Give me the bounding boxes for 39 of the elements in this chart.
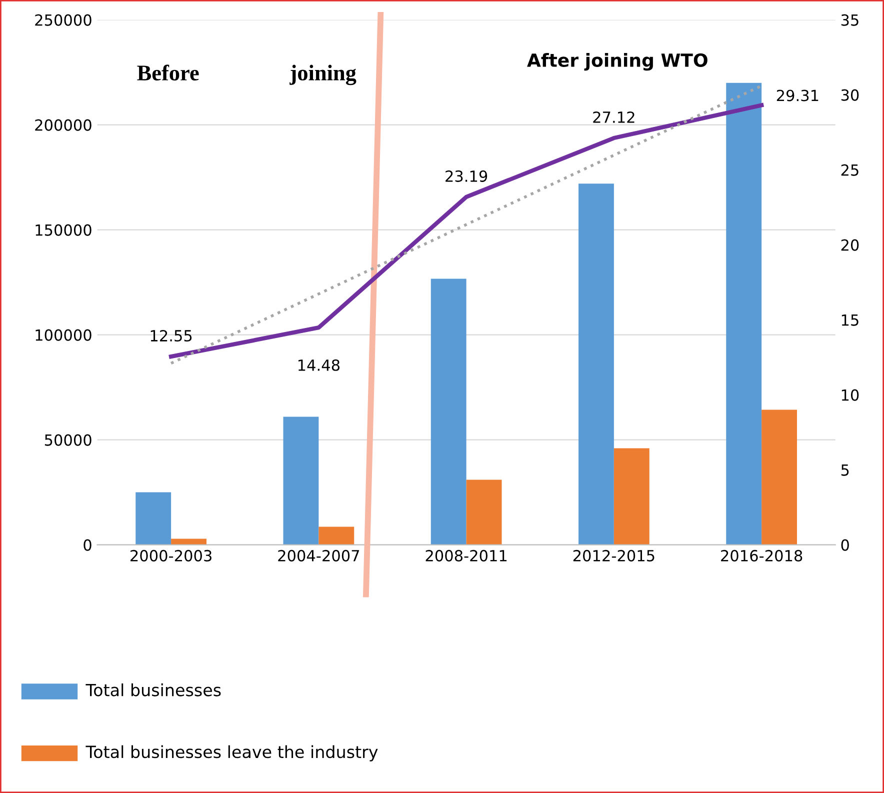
annotation: joining bbox=[290, 64, 356, 86]
x-tick-label: 2012-2015 bbox=[573, 550, 654, 562]
x-tick-label: 2008-2011 bbox=[426, 550, 507, 562]
bar bbox=[171, 538, 206, 545]
x-tick-label: 2004-2007 bbox=[278, 550, 360, 562]
legend-label: Total businesses leave the industry bbox=[86, 745, 378, 762]
y2-tick-label: 10 bbox=[842, 389, 859, 401]
bar bbox=[466, 480, 502, 545]
y2-tick-label: 15 bbox=[842, 314, 858, 326]
bar bbox=[318, 526, 354, 545]
y2-tick-label: 30 bbox=[841, 89, 859, 101]
y-tick-label: 50000 bbox=[44, 434, 92, 446]
y-tick-label: 200000 bbox=[35, 119, 92, 131]
y-tick-label: 250000 bbox=[35, 14, 92, 26]
bar bbox=[283, 416, 319, 545]
y2-tick-label: 20 bbox=[841, 239, 859, 251]
data-label: 23.19 bbox=[446, 170, 488, 182]
bar bbox=[430, 278, 466, 545]
legend-label: Total businesses bbox=[86, 683, 221, 696]
y2-tick-label: 25 bbox=[841, 164, 858, 176]
data-label: 27.12 bbox=[593, 111, 634, 123]
bar bbox=[614, 448, 650, 545]
x-tick-label: 2000-2003 bbox=[130, 550, 212, 562]
data-label: 29.31 bbox=[776, 90, 818, 102]
annotation: After joining WTO bbox=[527, 53, 708, 71]
annotation: Before bbox=[137, 64, 199, 81]
y2-tick-label: 0 bbox=[841, 539, 849, 551]
bar bbox=[762, 410, 797, 545]
bar bbox=[136, 492, 172, 545]
bar bbox=[578, 184, 614, 545]
y-tick-label: 100000 bbox=[36, 329, 92, 341]
y2-tick-label: 35 bbox=[841, 14, 858, 26]
x-tick-label: 2016-2018 bbox=[721, 550, 802, 562]
y-tick-label: 0 bbox=[84, 539, 92, 551]
y-tick-label: 150000 bbox=[36, 224, 92, 236]
data-label: 12.55 bbox=[150, 330, 192, 342]
data-label: 14.48 bbox=[298, 359, 340, 371]
y2-tick-label: 5 bbox=[841, 464, 849, 476]
bar bbox=[726, 82, 762, 545]
